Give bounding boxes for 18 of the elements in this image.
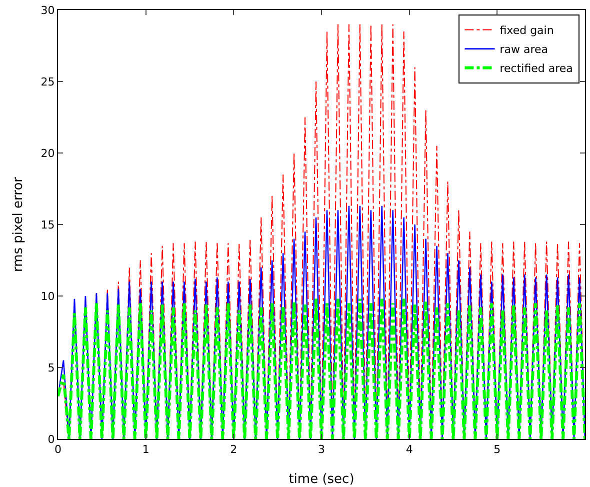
x-tick-label: 5: [494, 443, 501, 456]
y-tick-label: 0: [48, 432, 55, 446]
x-axis-title: time (sec): [288, 472, 354, 487]
y-tick-label: 10: [40, 290, 55, 303]
y-tick-label: 15: [40, 218, 55, 232]
y-tick-label: 30: [40, 4, 55, 17]
x-tick-label: 3: [318, 443, 325, 456]
y-axis-title: rms pixel error: [11, 176, 26, 272]
legend-label: raw area: [500, 43, 548, 56]
y-tick-label: 25: [40, 75, 55, 88]
x-tick-label: 4: [406, 443, 413, 456]
x-tick-label: 1: [142, 443, 150, 456]
legend-label: fixed gain: [500, 24, 554, 38]
x-tick-label: 2: [230, 443, 238, 456]
line-series: [58, 297, 585, 439]
y-tick-label: 5: [48, 361, 55, 374]
y-tick-label: 20: [40, 146, 55, 160]
legend-label: rectified area: [500, 62, 573, 76]
